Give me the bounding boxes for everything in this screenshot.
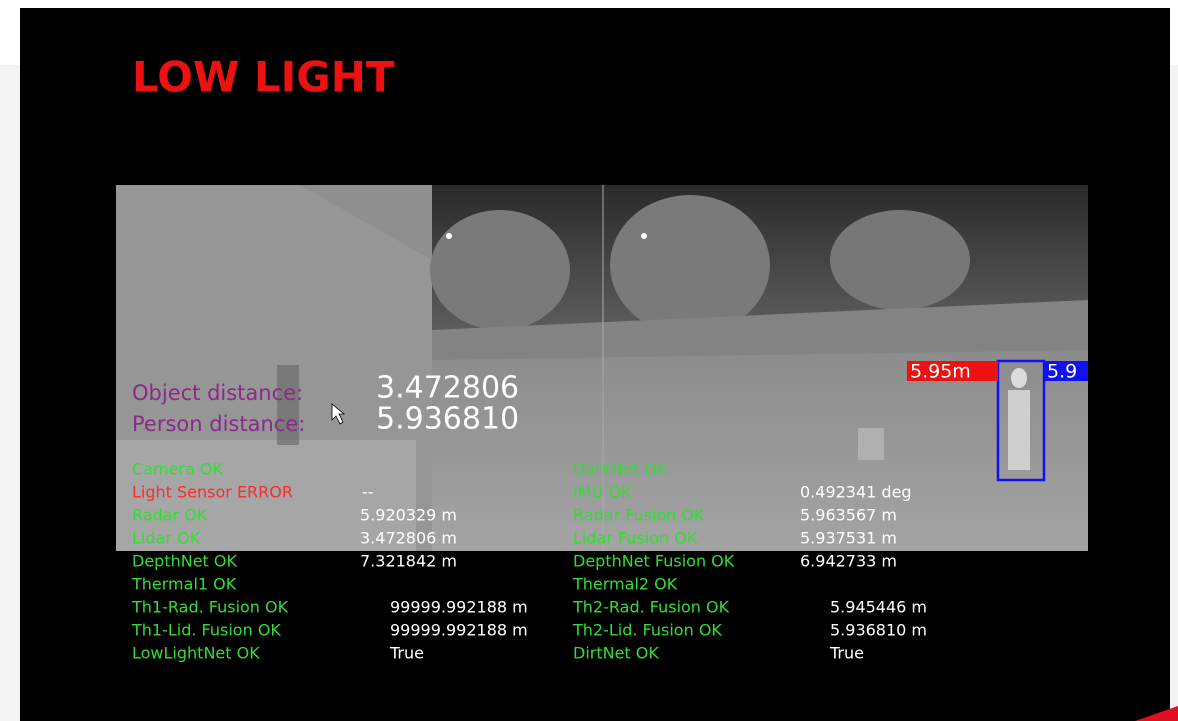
status-value: 5.937531 m [800,529,897,548]
status-label: Camera OK [132,460,223,479]
status-label: Th1-Lid. Fusion OK [131,621,281,640]
status-label: Radar OK [132,506,208,525]
status-value: 5.963567 m [800,506,897,525]
status-value: 7.321842 m [360,552,457,571]
status-label: Light Sensor ERROR [132,483,293,502]
status-label: Thermal2 OK [572,575,678,594]
person-distance-value: 5.936810 [376,402,519,437]
status-label: DepthNet Fusion OK [573,552,735,571]
status-label: Lidar Fusion OK [573,529,698,548]
status-value: True [829,644,864,663]
status-value: -- [362,483,374,502]
status-label: Th2-Lid. Fusion OK [572,621,722,640]
person-distance-label: Person distance: [132,412,305,436]
screen: LOW LIGHT Object distance: 3.472806 Pers… [0,0,1178,721]
detection-label: 5.95m [910,361,971,383]
status-value: 3.472806 m [360,529,457,548]
status-label: DirtNet OK [573,644,659,663]
title: LOW LIGHT [132,53,395,102]
status-label: DepthNet OK [132,552,238,571]
object-distance-label: Object distance: [132,381,303,405]
page: LOW LIGHT Object distance: 3.472806 Pers… [0,0,1178,721]
status-label: Th1-Rad. Fusion OK [131,598,289,617]
status-label: Thermal1 OK [131,575,237,594]
status-label: Th2-Rad. Fusion OK [572,598,730,617]
status-value: 0.492341 deg [800,483,912,502]
status-value: 99999.992188 m [390,598,528,617]
status-value: 99999.992188 m [390,621,528,640]
status-value: 5.945446 m [830,598,927,617]
status-value: 5.936810 m [830,621,927,640]
detection-label: 5.9 [1047,361,1077,383]
status-label: IMU OK [573,483,632,502]
status-label: Radar Fusion OK [573,506,705,525]
status-label: DarkNet OK [573,460,668,479]
status-value: 5.920329 m [360,506,457,525]
status-value: 6.942733 m [800,552,897,571]
status-label: Lidar OK [132,529,201,548]
object-distance-value: 3.472806 [376,371,519,406]
status-value: True [389,644,424,663]
status-label: LowLightNet OK [132,644,260,663]
